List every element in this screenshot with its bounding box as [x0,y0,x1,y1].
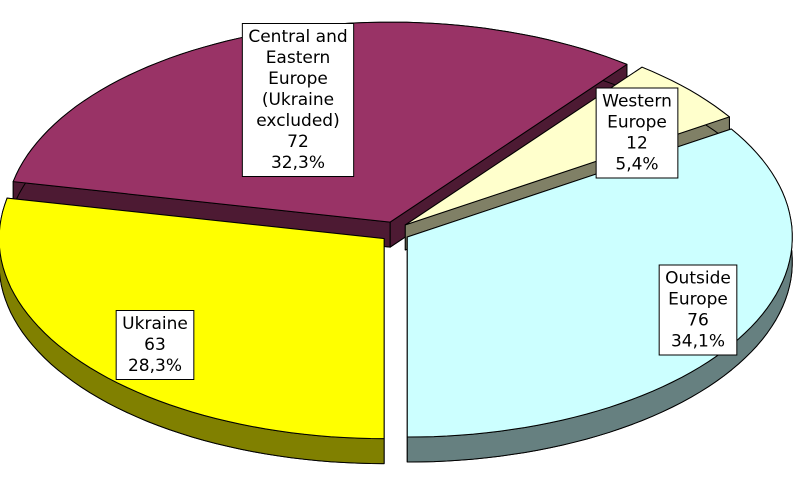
label-line: 34,1% [671,332,725,352]
label-box [241,23,355,177]
label-line: 28,3% [128,356,182,376]
label-box [595,87,679,179]
label-line: 63 [144,335,166,355]
label-line: Europe [668,290,728,310]
label-line: Central and [248,27,347,47]
label-line: Eastern [266,48,331,68]
label-line: 12 [626,134,648,154]
label-line: 76 [687,311,709,331]
label-line: Western [602,92,672,112]
label-line: Europe [607,113,667,133]
label-line: Ukraine [122,314,188,334]
label-line: Europe [268,69,328,89]
label-line: Outside [665,269,731,289]
label-box [115,310,195,380]
slice-top [406,128,793,438]
label-line: 5,4% [615,155,658,175]
label-line: 72 [287,132,309,152]
data-label: Central andEasternEurope(Ukraineexcluded… [241,23,355,177]
label-box [658,264,738,356]
slice [406,128,793,463]
label-line: excluded) [256,111,339,131]
label-line: (Ukraine [262,90,334,110]
label-line: 32,3% [271,153,325,173]
